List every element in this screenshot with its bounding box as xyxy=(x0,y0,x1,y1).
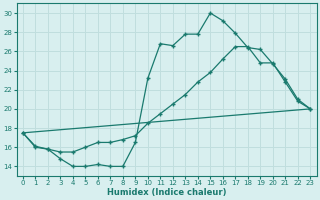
X-axis label: Humidex (Indice chaleur): Humidex (Indice chaleur) xyxy=(107,188,226,197)
